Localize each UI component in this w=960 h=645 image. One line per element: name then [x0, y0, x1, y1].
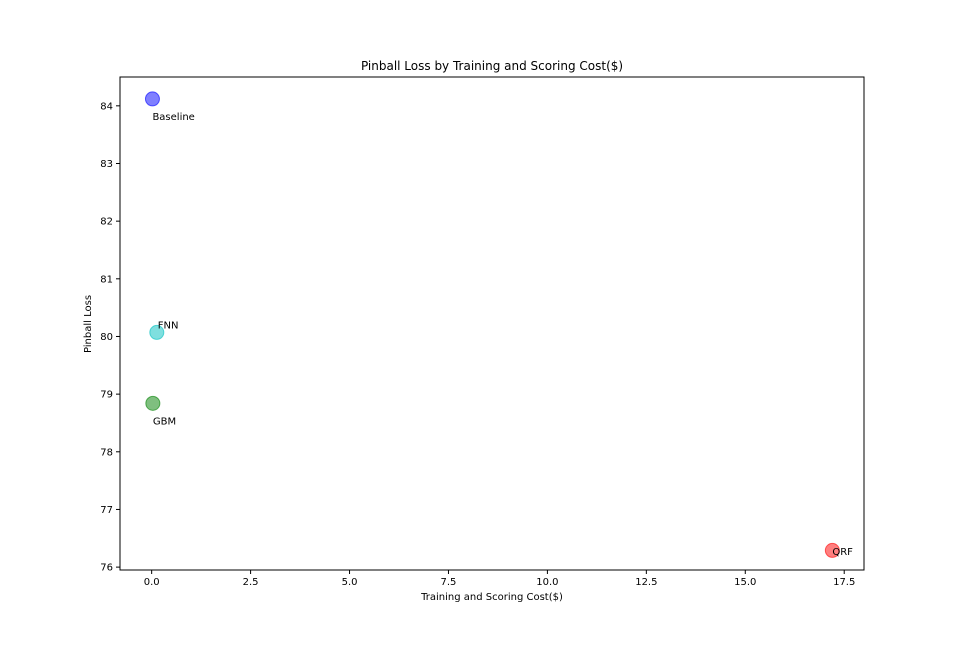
y-tick-label: 77 [100, 505, 113, 516]
y-tick-label: 83 [100, 159, 113, 170]
x-tick-label: 2.5 [243, 577, 259, 588]
chart-title: Pinball Loss by Training and Scoring Cos… [361, 59, 623, 73]
data-point-baseline [144, 91, 160, 107]
x-tick-label: 7.5 [441, 577, 457, 588]
x-tick-label: 15.0 [734, 577, 756, 588]
x-tick-label: 17.5 [833, 577, 855, 588]
y-tick-label: 81 [100, 274, 113, 285]
point-label-baseline: Baseline [152, 112, 194, 123]
x-tick-label: 0.0 [144, 577, 160, 588]
y-tick-label: 78 [100, 447, 113, 458]
y-tick-label: 80 [100, 332, 113, 343]
x-tick-label: 12.5 [635, 577, 657, 588]
data-points: Baseline FNN GBM QRF [144, 91, 853, 558]
point-label-fnn: FNN [158, 320, 179, 331]
data-point-gbm [145, 395, 161, 411]
x-axis: 0.0 2.5 5.0 7.5 10.0 12.5 15.0 17.5 [144, 570, 855, 588]
y-axis-label: Pinball Loss [83, 295, 94, 353]
x-axis-label: Training and Scoring Cost($) [420, 592, 563, 603]
point-label-qrf: QRF [832, 547, 853, 558]
y-tick-label: 79 [100, 390, 113, 401]
y-axis: 76 77 78 79 80 81 82 83 84 [100, 101, 120, 574]
x-tick-label: 5.0 [342, 577, 358, 588]
y-tick-label: 82 [100, 217, 113, 228]
y-tick-label: 84 [100, 101, 113, 112]
plot-area [119, 76, 865, 571]
y-tick-label: 76 [100, 563, 113, 574]
data-point-fnn [149, 324, 165, 340]
point-label-gbm: GBM [153, 416, 176, 427]
data-point-qrf [824, 542, 840, 558]
plot-frame [119, 76, 865, 571]
x-tick-label: 10.0 [536, 577, 558, 588]
